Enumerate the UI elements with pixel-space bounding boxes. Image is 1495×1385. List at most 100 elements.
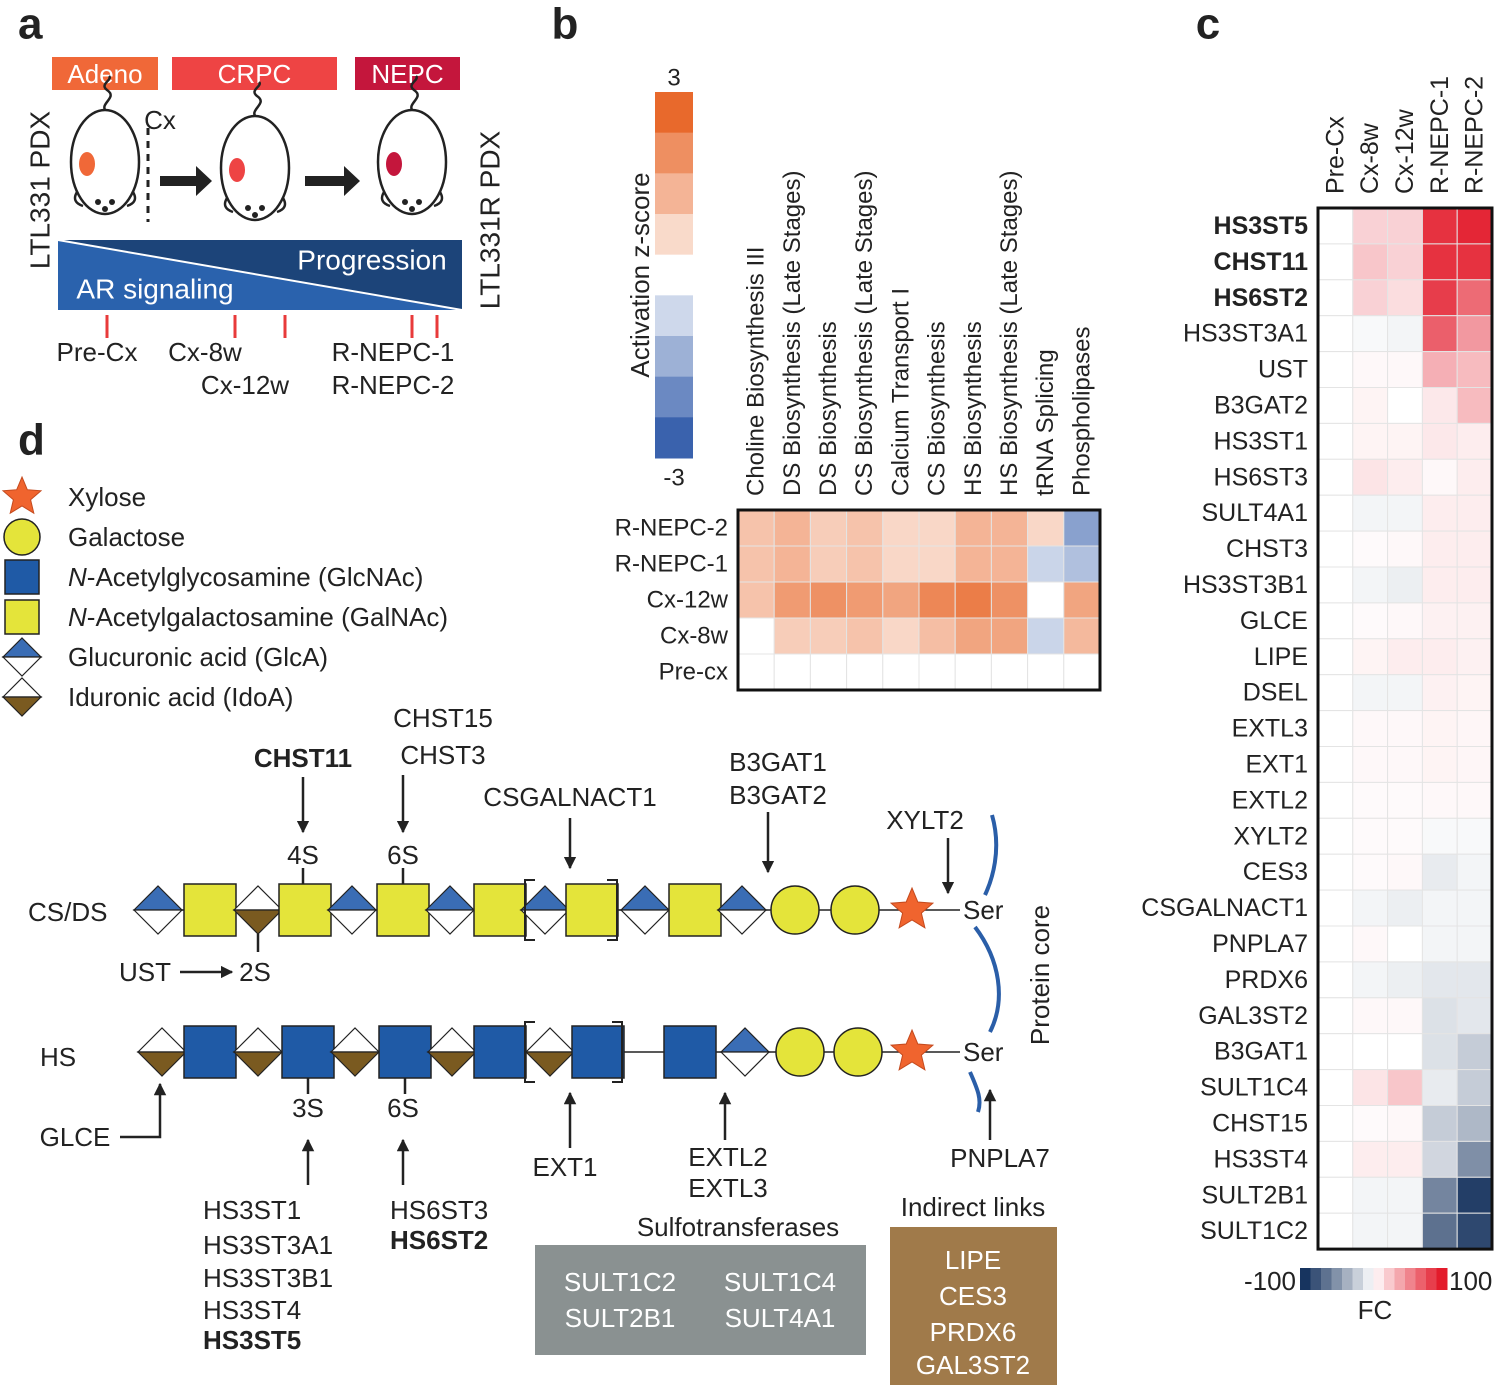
heatmap-cell (1352, 817, 1389, 855)
heatmap-cell (954, 653, 992, 691)
heatmap-cell (846, 509, 884, 547)
colorbar-block (655, 92, 693, 134)
heatmap-cell (1063, 581, 1101, 619)
diamond-bottom (136, 1051, 188, 1077)
heatmap-cell (1387, 422, 1423, 460)
row-label: EXT1 (1245, 750, 1308, 778)
heatmap-cell (918, 545, 956, 583)
heatmap-cell (1352, 243, 1389, 281)
heatmap-cell (1317, 351, 1354, 389)
legend-text: -Acetylglycosamine (GlcNAc) (87, 562, 424, 592)
mouse-eye (252, 212, 258, 218)
diamond-top (524, 1027, 576, 1053)
sugar-square (378, 1025, 432, 1079)
mouse-eye (95, 199, 101, 205)
colorbar-tick-label: -3 (663, 465, 684, 492)
heatmap-cell (1352, 674, 1389, 712)
tumor (79, 152, 95, 176)
row-label: UST (1258, 356, 1308, 384)
heatmap-cell (1317, 889, 1354, 927)
diagram-label: Protein core (1025, 905, 1055, 1045)
panel-label: b (552, 0, 579, 49)
legend-text: Galactose (68, 522, 185, 552)
panel-label: c (1196, 0, 1220, 49)
heatmap-cell (1387, 387, 1423, 424)
heatmap-cell (1027, 617, 1065, 655)
colorbar-block (1342, 1268, 1353, 1290)
colorbar-block (1363, 1268, 1374, 1290)
galactose (775, 1027, 825, 1077)
row-label: HS3ST3A1 (1183, 320, 1308, 348)
heatmap-cell (1317, 746, 1354, 783)
heatmap-cell (1421, 961, 1458, 999)
heatmap-cell (1456, 746, 1493, 783)
gene-label: SULT2B1 (565, 1303, 676, 1333)
heatmap-cell (954, 545, 992, 583)
heatmap-cell (1456, 1105, 1493, 1142)
colorbar-block (655, 173, 693, 215)
column-label: R-NEPC-1 (1426, 76, 1454, 194)
heatmap-cell (773, 653, 811, 691)
row-label: CHST3 (1226, 535, 1308, 563)
colorbar-tick-label: -100 (1244, 1266, 1296, 1296)
heatmap-cell (1317, 997, 1354, 1035)
colorbar-block (1426, 1268, 1437, 1290)
heatmap-cell (918, 617, 956, 655)
heatmap-cell (1456, 1176, 1493, 1214)
heatmap-cell (1387, 1069, 1423, 1106)
diagram-label: B3GAT2 (729, 780, 827, 810)
heatmap-cell (990, 545, 1029, 583)
diamond-top (716, 885, 768, 911)
heatmap-cell (1387, 351, 1423, 389)
timepoint-label: R-NEPC-1 (332, 337, 455, 367)
row-label: DSEL (1243, 679, 1308, 707)
mouse-eye (402, 199, 408, 205)
heatmap-cell (1317, 207, 1354, 245)
heatmap-cell (1456, 494, 1493, 532)
heatmap-cell (809, 509, 848, 547)
heatmap-cell (1317, 1105, 1354, 1142)
mouse-ears (73, 191, 137, 208)
legend-label: N-Acetylgalactosamine (GalNAc) (68, 602, 448, 632)
heatmap-cell (1317, 458, 1354, 496)
diamond-top (136, 1027, 188, 1053)
heatmap-cell (737, 617, 775, 655)
colorbar-block (1394, 1268, 1406, 1290)
heatmap-cell (1317, 279, 1354, 317)
mouse-tail (253, 81, 262, 119)
heatmap-cell (1317, 566, 1354, 604)
heatmap-cell (1387, 889, 1423, 927)
heatmap-cell (1317, 530, 1354, 568)
gene-label: SULT1C4 (724, 1267, 836, 1297)
heatmap-cell (990, 653, 1029, 691)
row-label: SULT1C4 (1200, 1074, 1308, 1102)
heatmap-cell (990, 509, 1029, 547)
row-label: HS3ST4 (1214, 1145, 1309, 1173)
diagram-label: CSGALNACT1 (483, 782, 656, 812)
diamond-bottom (716, 909, 768, 935)
sugar-square (278, 883, 332, 937)
heatmap-cell (1317, 243, 1354, 281)
stage-label: NEPC (371, 59, 443, 89)
diamond-bottom (619, 909, 671, 935)
heatmap-cell (1317, 602, 1354, 640)
heatmap-cell (1421, 638, 1458, 676)
row-label: EXTL2 (1232, 786, 1308, 814)
heatmap-cell (1387, 997, 1423, 1035)
legend-text: Xylose (68, 482, 146, 512)
heatmap-cell (1456, 889, 1493, 927)
galactose (830, 885, 880, 935)
diamond-top (519, 885, 571, 911)
heatmap-cell (1352, 530, 1389, 568)
heatmap-cell (1352, 422, 1389, 460)
panel-label: a (18, 0, 43, 49)
bracket (524, 1021, 535, 1083)
stage-label: CRPC (218, 59, 292, 89)
heatmap-cell (1456, 1212, 1493, 1250)
diamond-top (424, 885, 476, 911)
column-label: Calcium Transport I (887, 288, 914, 496)
heatmap-cell (1421, 1069, 1458, 1106)
heatmap-cell (1421, 710, 1458, 747)
